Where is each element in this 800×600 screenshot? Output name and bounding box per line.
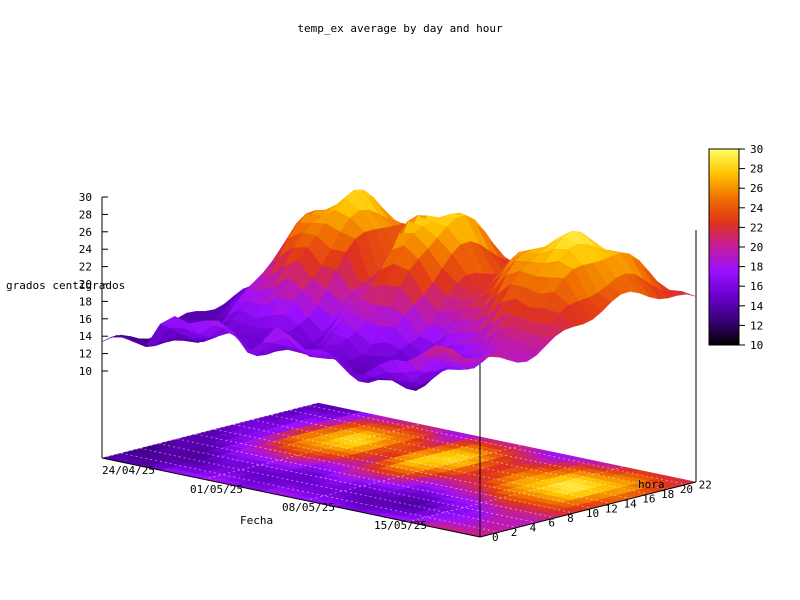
grid-line-date	[407, 466, 624, 523]
surface-facet	[101, 335, 126, 342]
y-tick-label: 10	[586, 507, 599, 520]
colorbar-tick-label: 30	[750, 143, 763, 156]
y-tick-label: 18	[661, 488, 674, 501]
grid-line-date	[203, 423, 420, 480]
frame-line	[479, 481, 697, 538]
colorbar-tick-label: 10	[750, 339, 763, 352]
z-tick-label: 10	[79, 365, 92, 378]
y-tick-label: 14	[623, 498, 637, 511]
grid-line-hour	[252, 419, 631, 500]
grid-line-hour	[214, 428, 593, 509]
y-tick-label: 22	[699, 478, 712, 491]
colorbar-fill	[708, 148, 740, 346]
colorbar-tick-label: 24	[750, 202, 764, 215]
grid-line-hour	[270, 414, 650, 495]
x-tick-label: 15/05/25	[374, 519, 427, 532]
axes-frame	[101, 197, 697, 538]
z-tick-label: 22	[79, 261, 92, 274]
x-tick-label: 24/04/25	[102, 464, 155, 477]
colorbar-tick-label: 26	[750, 182, 763, 195]
colorbar-tick-label: 20	[750, 241, 763, 254]
z-tick-label: 12	[79, 348, 92, 361]
z-tick-label: 14	[79, 330, 93, 343]
colorbar	[708, 148, 740, 346]
colorbar-tick-label: 18	[750, 261, 763, 274]
y-tick-label: 0	[492, 531, 499, 544]
frame-line	[101, 457, 481, 538]
grid-line-hour	[158, 443, 537, 524]
colorbar-tick-label: 28	[750, 163, 763, 176]
y-tick-label: 8	[567, 512, 574, 525]
y-tick-label: 16	[642, 493, 655, 506]
y-tick-label: 12	[605, 502, 618, 515]
y-tick-label: 6	[548, 517, 555, 530]
z-tick-label: 16	[79, 313, 92, 326]
z-tick-label: 26	[79, 226, 92, 239]
grid-line-hour	[233, 424, 612, 504]
chart-title: temp_ex average by day and hour	[297, 22, 503, 35]
grid-line-hour	[139, 448, 518, 528]
surface-mesh	[101, 189, 697, 391]
z-axis-label: grados centigrados	[6, 279, 125, 292]
grid-line-hour	[195, 433, 574, 514]
grid-line-hour	[177, 438, 556, 519]
y-tick-label: 4	[530, 521, 537, 534]
z-tick-label: 30	[79, 191, 92, 204]
z-tick-label: 28	[79, 208, 92, 221]
grid-line-date	[305, 445, 522, 501]
x-axis-label: Fecha	[240, 514, 273, 527]
grid-line-hour	[308, 404, 687, 485]
colorbar-tick-label: 16	[750, 280, 763, 293]
grid-line-hour	[289, 409, 668, 490]
colorbar-ticks: 10 12 14 16 18 20 22 24 26 28 30	[739, 143, 764, 352]
grid-line-hour	[120, 452, 499, 533]
z-tick-label: 18	[79, 295, 92, 308]
grid-line-date	[101, 402, 319, 459]
tick-labels: 101214161820222426283024/04/2501/05/2508…	[79, 191, 712, 544]
base-heatmap	[101, 402, 697, 538]
y-tick-label: 20	[680, 483, 693, 496]
z-tick-label: 20	[79, 278, 92, 291]
z-tick-label: 24	[79, 243, 93, 256]
y-axis-label: hora	[638, 478, 665, 491]
x-tick-label: 08/05/25	[282, 501, 335, 514]
y-tick-label: 2	[511, 526, 518, 539]
x-tick-label: 01/05/25	[190, 483, 243, 496]
colorbar-tick-label: 14	[750, 300, 764, 313]
colorbar-tick-label: 22	[750, 221, 763, 234]
colorbar-tick-label: 12	[750, 319, 763, 332]
